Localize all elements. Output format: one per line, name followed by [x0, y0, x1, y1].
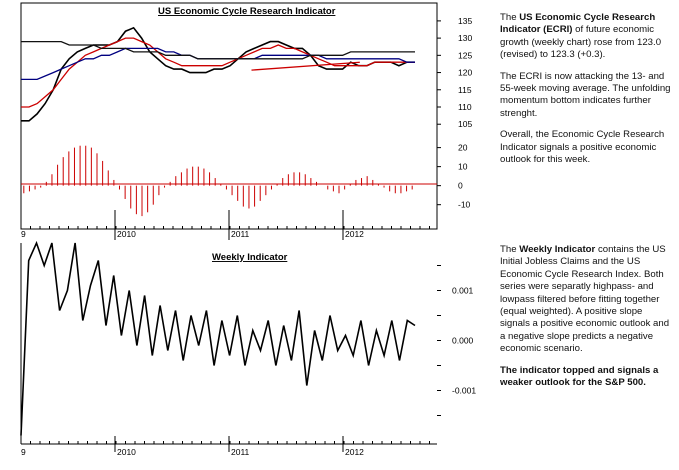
- ecri-lines: [21, 26, 415, 122]
- momentum-y-tick-20: 20: [458, 143, 468, 153]
- weekly-x-label-2011: 2011: [231, 447, 250, 457]
- ecri-commentary-p1: The US Economic Cycle Research Indicator…: [500, 12, 662, 61]
- weekly-x-label-2010: 2010: [117, 447, 136, 457]
- momentum-y-tick--10: -10: [458, 200, 471, 210]
- ecri-x-axis: 9 2010 2011 2012: [20, 210, 430, 240]
- weekly-commentary-p1: The Weekly Indicator contains the US Ini…: [500, 244, 670, 355]
- ecri-title: US Economic Cycle Research Indicator: [158, 6, 336, 17]
- ecri-series-1: [21, 37, 415, 108]
- weekly-x-axis: 9 2010 2011 2012: [20, 436, 430, 457]
- weekly-commentary: The Weekly Indicator contains the US Ini…: [500, 244, 672, 398]
- ecri-x-label-2011: 2011: [231, 229, 250, 239]
- ecri-y-tick-105: 105: [458, 119, 472, 129]
- ecri-y-tick-110: 110: [458, 102, 472, 112]
- ecri-y-tick-120: 120: [458, 68, 472, 78]
- weekly-chart: Weekly Indicator 0.001 0.000 -0.001 9 2010…: [20, 240, 476, 457]
- momentum-y-tick-10: 10: [458, 162, 468, 172]
- momentum-y-ticks: 20 10 0 -10: [437, 143, 471, 210]
- ecri-y-tick-135: 135: [458, 16, 472, 26]
- momentum-bars: [23, 145, 413, 217]
- weekly-y-tick-0.001: 0.001: [452, 286, 474, 296]
- ecri-frame: [20, 2, 438, 230]
- weekly-y-tick-0.000: 0.000: [452, 336, 474, 346]
- ecri-series-3: [21, 40, 415, 60]
- momentum-y-tick-0: 0: [458, 181, 463, 191]
- ecri-y-tick-115: 115: [458, 85, 472, 95]
- ecri-commentary: The US Economic Cycle Research Indicator…: [500, 12, 672, 175]
- ecri-x-label-9: 9: [21, 229, 26, 239]
- weekly-x-label-2012: 2012: [345, 447, 364, 457]
- weekly-x-label-9: 9: [21, 447, 26, 457]
- weekly-y-tick--0.001: -0.001: [452, 386, 476, 396]
- ecri-series-0: [21, 26, 415, 122]
- ecri-chart: US Economic Cycle Research Indicator 135…: [20, 2, 472, 240]
- ecri-y-tick-130: 130: [458, 33, 472, 43]
- weekly-indicator-line: [20, 240, 416, 436]
- weekly-y-ticks: 0.001 0.000 -0.001: [437, 265, 476, 416]
- ecri-commentary-p3: Overall, the Economic Cycle Research Ind…: [500, 129, 665, 166]
- ecri-y-tick-125: 125: [458, 50, 472, 60]
- ecri-trendline: [251, 61, 360, 71]
- ecri-commentary-p2: The ECRI is now attacking the 13- and 55…: [500, 70, 671, 119]
- weekly-title: Weekly Indicator: [212, 252, 288, 263]
- ecri-y-ticks: 135 130 125 120 115 110 105: [437, 16, 472, 129]
- weekly-commentary-p2: The indicator topped and signals a weake…: [500, 364, 659, 389]
- ecri-x-label-2010: 2010: [117, 229, 136, 239]
- ecri-x-label-2012: 2012: [345, 229, 364, 239]
